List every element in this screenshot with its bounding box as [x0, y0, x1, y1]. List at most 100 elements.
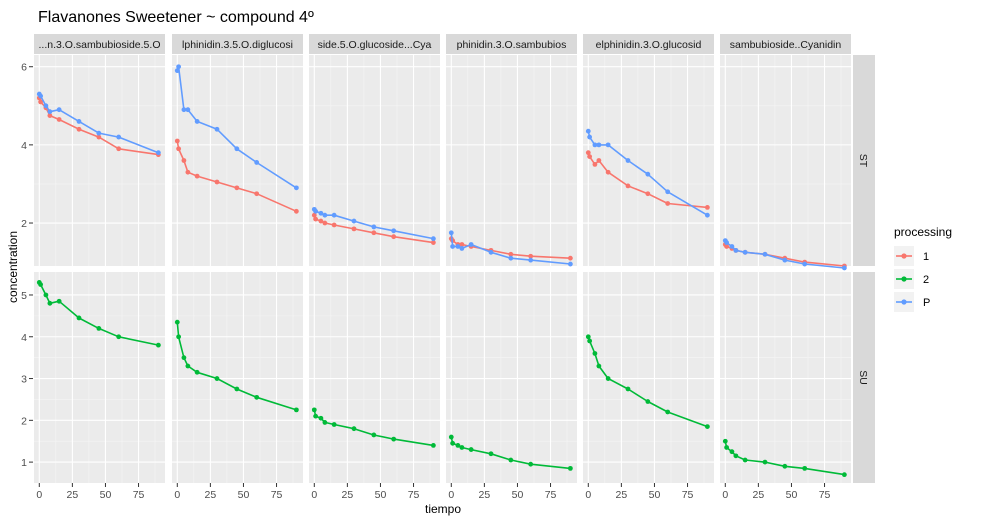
- strip-label-4: phinidin.3.O.sambubios: [457, 39, 567, 51]
- data-point-2: [254, 394, 260, 400]
- strip-label-bg: [446, 34, 577, 54]
- data-point-P: [47, 109, 53, 115]
- data-point-1: [311, 212, 317, 218]
- chart-title: Flavanones Sweetener ~ compound 4º: [38, 9, 314, 26]
- data-point-2: [722, 438, 728, 444]
- data-point-1: [592, 162, 598, 167]
- panel-background: [34, 55, 165, 266]
- x-tick-label: 75: [682, 489, 694, 501]
- data-point-P: [38, 93, 44, 99]
- data-point-2: [76, 315, 82, 321]
- strip-label-bg: [309, 34, 440, 54]
- data-point-1: [322, 220, 328, 226]
- data-point-2: [313, 413, 319, 419]
- data-point-1: [528, 253, 534, 259]
- data-point-1: [116, 146, 122, 152]
- data-point-1: [76, 126, 82, 132]
- x-tick-label: 75: [545, 489, 557, 501]
- y-tick-label: 4: [21, 140, 27, 152]
- data-point-2: [742, 457, 748, 463]
- data-point-P: [567, 261, 573, 267]
- row-strip-bg: [853, 55, 875, 266]
- data-point-2: [214, 376, 220, 381]
- data-point-P: [318, 210, 324, 216]
- data-point-2: [596, 363, 602, 369]
- strip-label-bg: [583, 34, 714, 54]
- data-point-2: [585, 334, 591, 340]
- data-point-2: [841, 472, 847, 478]
- strip-label-6: sambubioside..Cyanidin: [730, 39, 842, 51]
- data-point-1: [430, 240, 436, 245]
- legend-label-p: P: [923, 297, 930, 309]
- x-tick-label: 25: [67, 489, 79, 501]
- data-point-P: [448, 230, 454, 236]
- panel-background: [309, 272, 440, 483]
- x-tick-label: 0: [448, 489, 454, 501]
- data-point-1: [293, 208, 299, 214]
- data-point-2: [47, 300, 53, 306]
- data-point-2: [430, 442, 436, 448]
- legend-label-2: 2: [923, 274, 929, 286]
- data-point-2: [802, 465, 808, 471]
- data-point-1: [704, 204, 710, 210]
- data-point-2: [625, 386, 631, 392]
- data-point-2: [181, 355, 187, 361]
- data-point-P: [459, 246, 465, 251]
- data-point-2: [605, 376, 611, 381]
- data-point-2: [733, 453, 739, 459]
- data-point-1: [508, 251, 514, 257]
- data-point-P: [729, 244, 735, 249]
- data-point-P: [76, 119, 82, 124]
- x-tick-label: 75: [819, 489, 831, 501]
- panel-background: [34, 272, 165, 483]
- data-point-P: [665, 189, 671, 195]
- data-point-2: [665, 409, 671, 415]
- data-point-2: [116, 334, 122, 340]
- x-tick-label: 25: [205, 489, 217, 501]
- x-tick-label: 25: [753, 489, 765, 501]
- data-point-1: [459, 242, 465, 247]
- data-point-2: [587, 338, 593, 344]
- data-point-P: [704, 212, 710, 218]
- data-point-2: [371, 432, 377, 438]
- data-point-1: [194, 173, 200, 179]
- x-tick-label: 75: [133, 489, 145, 501]
- data-point-2: [724, 445, 730, 450]
- legend-key-dot: [901, 253, 907, 259]
- row-strip-bg: [853, 272, 875, 483]
- data-point-2: [176, 334, 182, 340]
- data-point-2: [528, 461, 534, 467]
- data-point-P: [185, 107, 191, 113]
- x-tick-label: 0: [311, 489, 317, 501]
- data-point-1: [331, 222, 337, 228]
- strip-label-5: elphinidin.3.O.glucosid: [596, 39, 702, 51]
- data-point-P: [450, 244, 456, 249]
- legend-title: processing: [894, 225, 952, 239]
- data-point-P: [43, 103, 49, 109]
- data-point-P: [605, 142, 611, 148]
- data-point-P: [371, 224, 377, 230]
- x-tick-label: 50: [238, 489, 250, 501]
- data-point-P: [585, 128, 591, 134]
- data-point-1: [214, 179, 220, 185]
- data-point-1: [665, 201, 671, 206]
- data-point-2: [311, 407, 317, 413]
- panel-background: [583, 272, 714, 483]
- data-point-1: [625, 183, 631, 189]
- data-point-P: [331, 212, 337, 218]
- data-point-2: [185, 363, 191, 369]
- data-point-P: [176, 64, 182, 70]
- data-point-2: [155, 342, 161, 348]
- data-point-1: [371, 230, 377, 236]
- data-point-2: [318, 415, 324, 421]
- data-point-P: [313, 208, 319, 214]
- data-point-2: [592, 351, 598, 356]
- strip-label-bg: [34, 34, 165, 54]
- data-point-P: [724, 240, 730, 245]
- data-point-2: [351, 426, 357, 432]
- data-point-P: [528, 257, 534, 263]
- data-point-P: [841, 265, 847, 271]
- data-point-P: [194, 119, 200, 124]
- legend-key-dot: [901, 276, 907, 282]
